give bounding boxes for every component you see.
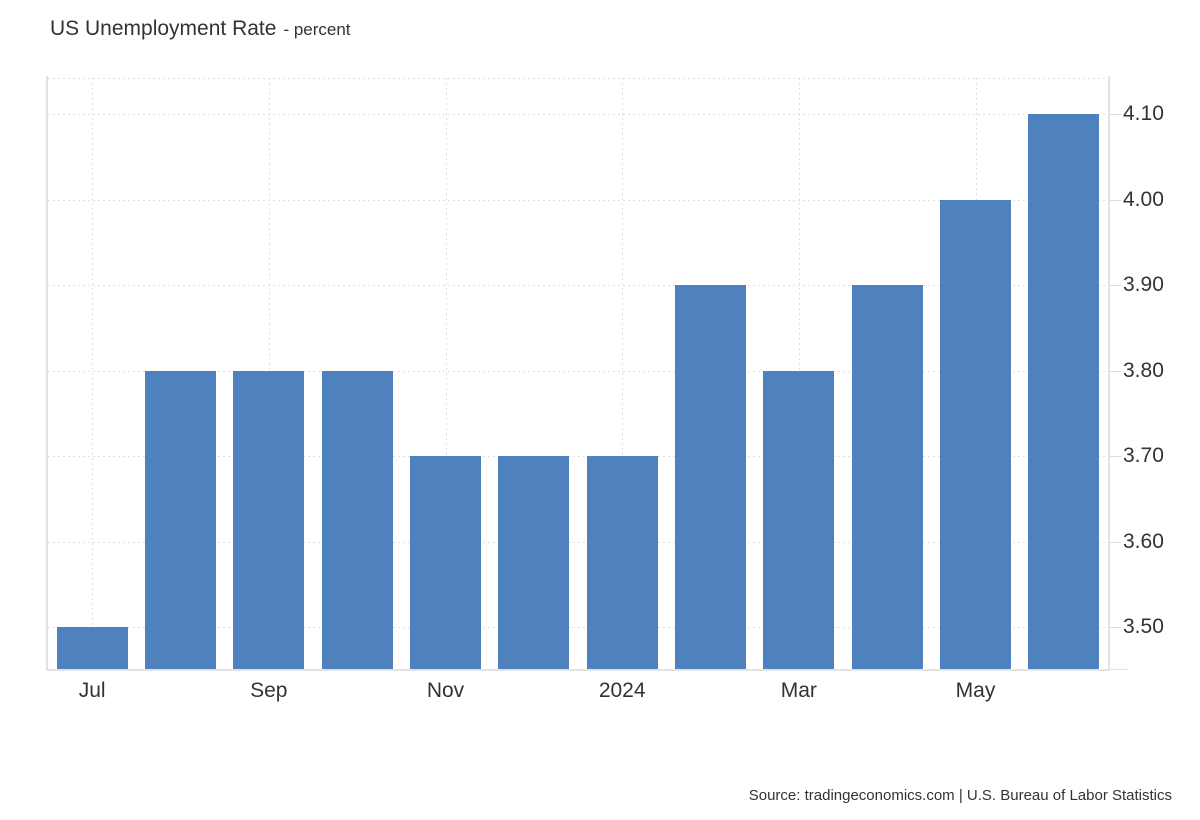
x-tick-label: Mar [780, 679, 817, 702]
chart-bar[interactable] [233, 370, 305, 669]
plot-area [48, 78, 1108, 669]
chart-bar[interactable] [586, 456, 658, 669]
x-tick-label: May [955, 679, 996, 702]
y-tick-label: 3.90 [1123, 273, 1164, 296]
chart-bar[interactable] [940, 199, 1011, 669]
y-tick-label: 3.70 [1123, 444, 1164, 467]
h-gridline [48, 113, 1108, 115]
x-tick-label: Jul [78, 679, 106, 702]
chart-bar[interactable] [410, 456, 481, 669]
y-tick-label: 3.60 [1123, 529, 1164, 553]
v-gridline [445, 78, 447, 669]
y-tick-label: 4.00 [1123, 187, 1164, 211]
chart-bar[interactable] [56, 627, 128, 669]
h-gridline [48, 627, 1108, 629]
chart-header: US Unemployment Rate - percent [50, 16, 351, 43]
chart-bar[interactable] [675, 285, 746, 669]
y-tick-mark [1108, 370, 1121, 372]
left-axis-line [46, 76, 48, 671]
chart-bar[interactable] [498, 456, 570, 669]
x-tick-label: Sep [250, 679, 288, 702]
chart-bar[interactable] [1028, 113, 1100, 669]
chart-subtitle: - percent [283, 20, 351, 39]
y-tick-mark [1108, 541, 1121, 543]
y-tick-mark [1108, 199, 1121, 201]
source-attribution: Source: tradingeconomics.com | U.S. Bure… [748, 787, 1172, 804]
x-tick-label: 2024 [598, 679, 646, 702]
bottom-axis-extension [1110, 669, 1128, 670]
v-gridline [92, 78, 94, 669]
right-axis-line [1108, 76, 1110, 671]
h-gridline [48, 370, 1108, 372]
y-tick-label: 4.10 [1123, 101, 1164, 125]
chart-bar[interactable] [851, 285, 923, 669]
bottom-axis-line [46, 669, 1110, 671]
y-tick-label: 3.80 [1123, 358, 1164, 382]
h-gridline [48, 199, 1108, 201]
chart-bar[interactable] [145, 370, 216, 669]
y-tick-label: 3.50 [1123, 615, 1164, 639]
chart-bar[interactable] [763, 370, 835, 669]
y-tick-mark [1108, 285, 1121, 286]
h-gridline [48, 456, 1108, 457]
y-tick-mark [1108, 456, 1121, 457]
plot-top-gridline [48, 78, 1108, 79]
h-gridline [48, 285, 1108, 286]
chart-title: US Unemployment Rate [50, 17, 277, 40]
x-tick-label: Nov [426, 679, 465, 702]
y-tick-mark [1108, 113, 1121, 115]
v-gridline [622, 78, 624, 669]
h-gridline [48, 541, 1108, 543]
chart-bar[interactable] [321, 370, 393, 669]
y-tick-mark [1108, 627, 1121, 629]
